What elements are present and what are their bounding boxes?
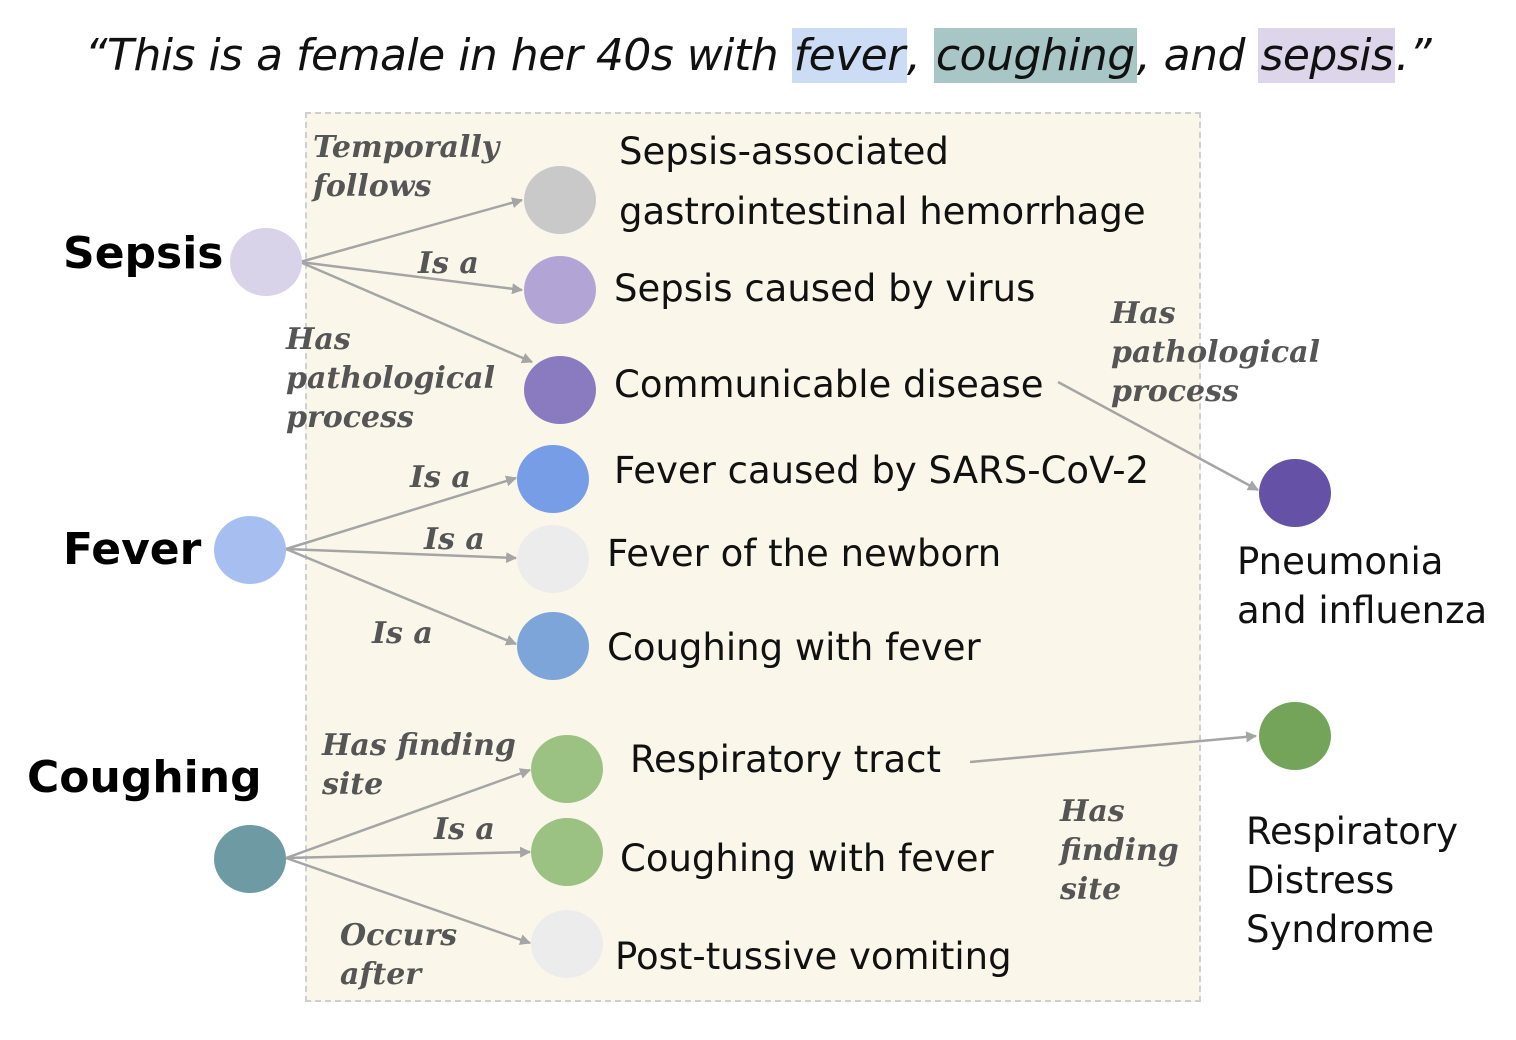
edge-communicable-to-pneumonia: [1057, 380, 1259, 492]
quote-sep-1: ,: [906, 30, 934, 81]
node-respiratory-tract: [531, 735, 603, 803]
node-communicable-disease: [524, 356, 596, 424]
edge-coughing-has-finding-site: [285, 768, 532, 860]
label-respiratory-tract: Respiratory tract: [630, 738, 941, 781]
label-sepsis-caused-by-virus: Sepsis caused by virus: [614, 267, 1036, 310]
highlight-fever: fever: [791, 28, 907, 83]
relation-coughing-is-a: Is a: [434, 812, 495, 847]
node-fever-sars-cov-2: [517, 445, 589, 513]
label-fever-of-newborn: Fever of the newborn: [607, 532, 1002, 575]
node-ards: [1259, 702, 1331, 770]
edge-coughing-is-a: [285, 846, 532, 860]
root-label-sepsis: Sepsis: [63, 228, 224, 279]
root-label-coughing: Coughing: [27, 752, 262, 803]
highlight-sepsis: sepsis: [1258, 28, 1396, 83]
edge-fever-is-a-3: [285, 547, 518, 646]
label-coughing-with-fever-1: Coughing with fever: [607, 626, 981, 669]
edge-sepsis-is-a: [299, 260, 524, 295]
highlight-coughing: coughing: [933, 28, 1137, 83]
relation-fever-is-a-1: Is a: [410, 460, 471, 495]
relation-has-finding-site-1: Has finding site: [322, 728, 516, 802]
quote-sep-2: , and: [1136, 30, 1259, 81]
label-post-tussive-vomiting: Post-tussive vomiting: [615, 935, 1012, 978]
relation-has-pathological-process-1: Has pathological process: [286, 322, 495, 435]
quote-close: .”: [1395, 30, 1432, 81]
root-label-fever: Fever: [63, 524, 202, 575]
relation-sepsis-is-a: Is a: [418, 246, 479, 281]
node-coughing-root: [214, 825, 286, 893]
label-fever-sars-cov-2: Fever caused by SARS-CoV-2: [614, 449, 1150, 492]
relation-fever-is-a-2: Is a: [424, 522, 485, 557]
relation-has-finding-site-2: Has finding site: [1060, 794, 1179, 907]
relation-occurs-after: Occurs after: [340, 918, 458, 992]
node-coughing-with-fever-1: [517, 612, 589, 680]
edge-sepsis-temporally-follows: [299, 197, 524, 264]
label-pneumonia-influenza: Pneumonia and influenza: [1237, 540, 1488, 632]
node-sepsis-caused-by-virus: [524, 256, 596, 324]
node-fever-of-newborn: [517, 525, 589, 593]
node-fever-root: [214, 516, 286, 584]
label-sepsis-gi-hemorrhage: Sepsis-associated gastrointestinal hemor…: [619, 130, 1146, 233]
label-ards: Respiratory Distress Syndrome: [1246, 810, 1458, 951]
relation-fever-is-a-3: Is a: [372, 616, 433, 651]
node-pneumonia-influenza: [1259, 459, 1331, 527]
relation-has-pathological-process-2: Has pathological process: [1111, 296, 1320, 409]
node-sepsis-root: [230, 228, 302, 296]
node-post-tussive-vomiting: [531, 910, 603, 978]
label-communicable-disease: Communicable disease: [614, 363, 1044, 406]
edge-fever-is-a-1: [285, 475, 518, 551]
patient-quote: “This is a female in her 40s with fever,…: [0, 28, 1516, 83]
node-coughing-with-fever-2: [531, 818, 603, 886]
label-coughing-with-fever-2: Coughing with fever: [620, 837, 994, 880]
edge-respiratory-tract-to-ards: [969, 731, 1258, 764]
edge-fever-is-a-2: [285, 547, 518, 564]
quote-open: “This is a female in her 40s with: [84, 30, 792, 81]
edge-coughing-occurs-after: [285, 856, 532, 945]
node-sepsis-gi-hemorrhage: [524, 166, 596, 234]
relation-temporally-follows: Temporally follows: [313, 130, 500, 204]
edge-sepsis-has-pathological-process: [299, 260, 534, 364]
